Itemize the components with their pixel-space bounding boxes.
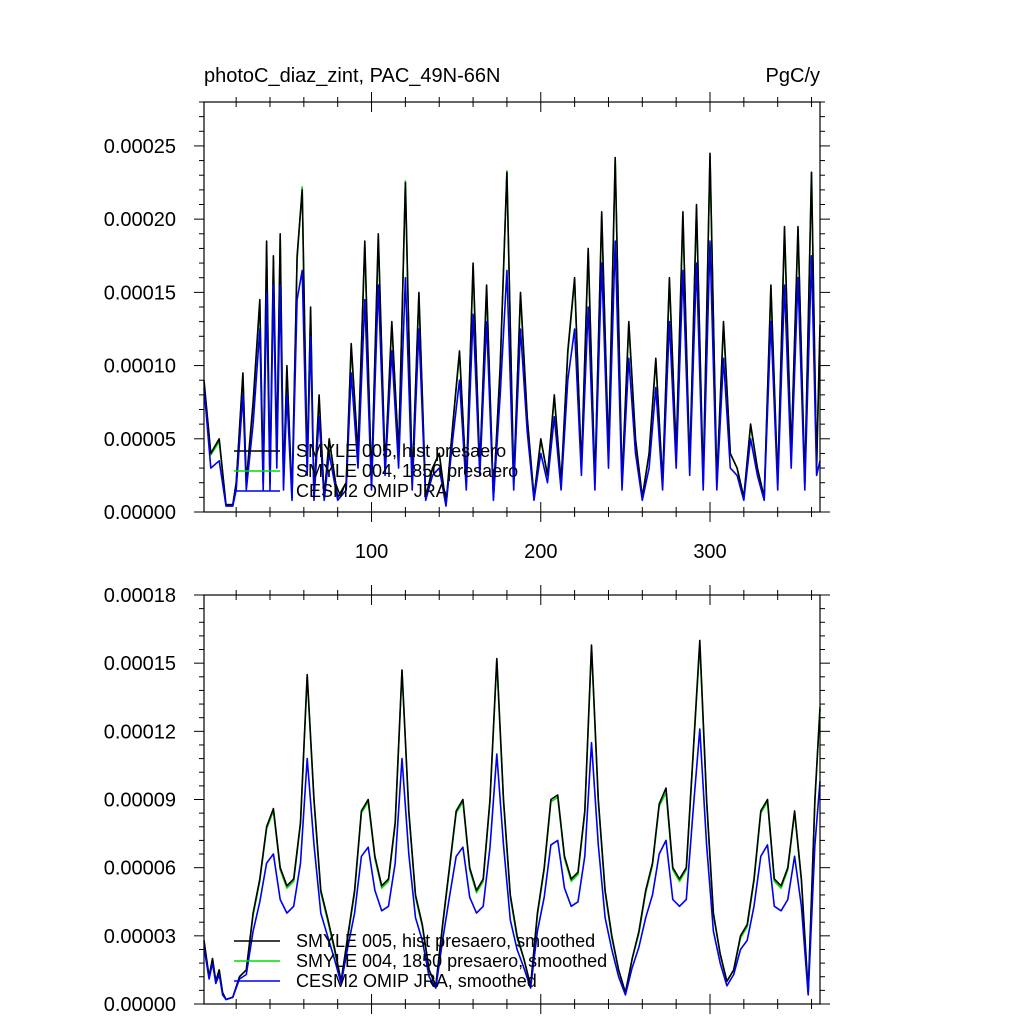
y-tick-label: 0.00003 [104, 926, 176, 948]
legend-label: SMYLE 004, 1850 presaero, smoothed [296, 951, 607, 971]
y-tick-label: 0.00006 [104, 858, 176, 880]
y-tick-label: 0.00010 [104, 356, 176, 378]
legend-label: CESM2 OMIP JRA, smoothed [296, 971, 537, 991]
units-label: PgC/y [766, 65, 820, 87]
y-tick-label: 0.00015 [104, 282, 176, 304]
y-tick-label: 0.00005 [104, 429, 176, 451]
chart-title-left: photoC_diaz_zint, PAC_49N-66N [204, 65, 500, 87]
y-tick-label: 0.00018 [104, 585, 176, 607]
series-line-3 [203, 728, 821, 1001]
legend-label: SMYLE 005, hist presaero [296, 441, 506, 461]
y-tick-label: 0.00000 [104, 502, 176, 524]
y-tick-label: 0.00015 [104, 653, 176, 675]
x-tick-label: 200 [524, 541, 557, 563]
series-line-3 [203, 240, 821, 507]
bottom-panel: 0.00000 0.00003 0.00006 0.00009 0.00012 0.000… [104, 585, 830, 1016]
y-tick-label: 0.00009 [104, 790, 176, 812]
y-tick-label: 0.00012 [104, 721, 176, 743]
x-tick-label: 100 [355, 541, 388, 563]
top-panel: 100 200 300 0.00000 0.00005 0.00010 0.00015 0.0… [104, 92, 830, 563]
y-tick-label: 0.00020 [104, 209, 176, 231]
legend-label: SMYLE 005, hist presaero, smoothed [296, 931, 595, 951]
x-tick-label: 300 [693, 541, 726, 563]
y-tick-label: 0.00000 [104, 994, 176, 1016]
series-line-1 [203, 639, 821, 1001]
legend-label: SMYLE 004, 1850 presaero [296, 461, 518, 481]
y-tick-label: 0.00025 [104, 136, 176, 158]
legend-label: CESM2 OMIP JRA [296, 481, 448, 501]
